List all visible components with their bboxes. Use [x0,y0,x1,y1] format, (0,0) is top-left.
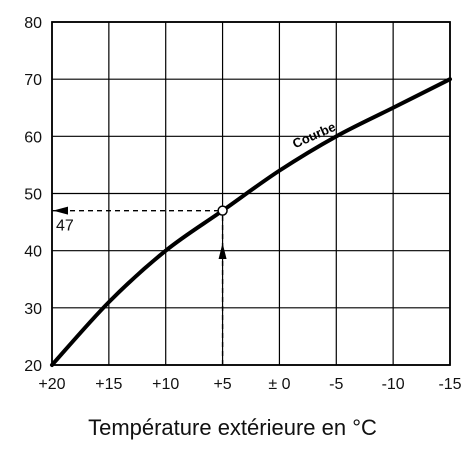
x-tick-label: +20 [38,376,65,393]
y-tick-label: 70 [24,72,42,89]
plot-frame [51,21,451,366]
x-tick-label: -5 [329,376,343,393]
series-label-courbe: Courbe [290,119,338,151]
y-tick-label: 60 [24,129,42,146]
up-arrow-icon [218,242,227,259]
y-tick-label: 40 [24,244,42,261]
x-tick-label: +15 [95,376,122,393]
x-tick-label: -15 [438,376,461,393]
y-tick-label: 80 [24,15,42,32]
y-tick-label: 20 [24,358,42,375]
y-tick-label: 50 [24,187,42,204]
x-axis-label: Température extérieure en °C [88,415,377,440]
x-tick-label: ± 0 [268,376,290,393]
x-tick-label: +10 [152,376,179,393]
x-tick-label: -10 [382,376,405,393]
reading-point-marker [217,205,228,216]
x-tick-label: +5 [213,376,231,393]
left-arrow-icon [53,206,68,215]
series-line-courbe [50,77,452,367]
reading-value-label: 47 [56,218,74,235]
y-tick-label: 30 [24,301,42,318]
